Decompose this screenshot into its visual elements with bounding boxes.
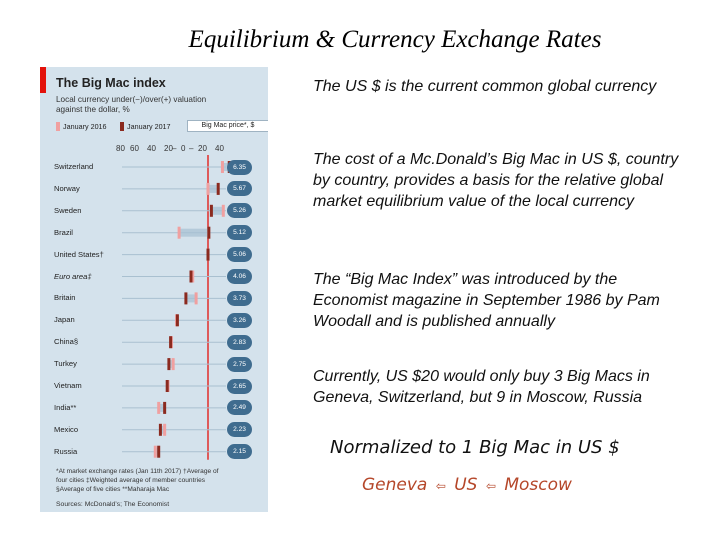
change-band <box>222 163 230 171</box>
marker-2016 <box>206 182 210 195</box>
country-label: Mexico <box>54 424 79 434</box>
marker-2017 <box>175 314 179 327</box>
axis-tick-label: 20 <box>198 144 207 153</box>
marker-2017 <box>209 204 213 217</box>
geneva-us-moscow: Geneva ⇦ US ⇦ Moscow <box>362 475 572 495</box>
paragraph-index-origin: The “Big Mac Index” was introduced by th… <box>313 271 660 330</box>
marker-2017 <box>165 380 169 392</box>
marker-2017 <box>206 248 210 261</box>
marker-2016 <box>153 445 157 458</box>
marker-2016 <box>194 292 198 305</box>
marker-2016 <box>221 204 225 217</box>
country-label: Euro area‡ <box>54 271 92 281</box>
legend-2016-label: January 2016 <box>63 122 107 131</box>
country-label: Switzerland <box>54 162 94 171</box>
country-label: United States† <box>54 249 104 259</box>
arrow-icon: ⇦ <box>485 479 496 493</box>
axis-tick-label: – <box>172 144 177 153</box>
axis-tick-label: 40 <box>147 144 156 153</box>
swatch-2016-icon <box>56 122 60 131</box>
axis-tick-label: 0 <box>181 144 186 153</box>
paragraph-currently: Currently, US $20 would only buy 3 Big M… <box>313 368 650 406</box>
axis-tick-label: 40 <box>215 144 224 153</box>
legend-2016: January 2016 <box>56 122 107 131</box>
normalized-heading: Normalized to 1 Big Mac in US $ <box>330 437 620 458</box>
country-label: Turkey <box>54 359 77 369</box>
marker-2016 <box>171 358 175 371</box>
accent-bar <box>40 67 46 93</box>
marker-2017 <box>167 358 171 371</box>
price-badge: 2.83 <box>227 334 252 350</box>
change-band <box>168 360 174 369</box>
subtitle-line2: against the dollar, % <box>56 105 130 114</box>
country-label: Russia <box>54 446 78 456</box>
change-band <box>211 206 224 215</box>
price-badge: 5.26 <box>227 203 252 219</box>
compare-us: US <box>454 475 478 495</box>
country-label: China§ <box>54 337 79 347</box>
country-label: Japan <box>54 315 75 325</box>
paragraph-big-mac-cost: The cost of a Mc.Donald’s Big Mac in US … <box>313 151 679 210</box>
axis-tick-label: 60 <box>130 144 139 153</box>
price-badge: 3.73 <box>227 290 252 306</box>
marker-2017 <box>184 292 188 305</box>
price-badge: 2.75 <box>227 356 252 372</box>
sources: Sources: McDonald’s; The Economist <box>56 501 170 508</box>
marker-2017 <box>157 445 161 458</box>
price-badge: 3.26 <box>227 312 252 328</box>
axis-tick-label: 20 <box>164 144 173 153</box>
axis-tick-label: – <box>189 144 194 153</box>
compare-moscow: Moscow <box>504 475 572 495</box>
change-band <box>185 294 197 303</box>
country-label: Norway <box>54 183 80 193</box>
axis-tick-label: 80 <box>116 144 125 153</box>
arrow-icon: ⇦ <box>435 479 446 493</box>
country-label: India** <box>54 402 77 412</box>
marker-2016 <box>177 226 181 239</box>
marker-2017 <box>158 423 162 436</box>
country-label: Britain <box>54 293 76 303</box>
marker-2016 <box>157 401 161 414</box>
slide-title: Equilibrium & Currency Exchange Rates <box>188 26 602 53</box>
price-badge: 4.06 <box>227 269 252 284</box>
swatch-2017-icon <box>120 122 124 131</box>
marker-2017 <box>163 401 167 414</box>
change-band <box>155 447 159 456</box>
marker-2017 <box>189 270 193 283</box>
marker-2017 <box>207 226 211 239</box>
big-mac-infographic: The Big Mac index Local currency under(−… <box>40 67 268 512</box>
price-badge: 2.15 <box>227 444 252 460</box>
change-band <box>158 403 165 412</box>
price-badge: 6.35 <box>227 159 252 175</box>
marker-2016 <box>220 161 224 173</box>
price-badge: 5.06 <box>227 247 252 263</box>
legend-2017: January 2017 <box>120 122 171 131</box>
marker-2017 <box>169 336 173 349</box>
valuation-chart: 80 60 40 20–0–20 40 <box>116 144 231 460</box>
price-badge: 2.65 <box>227 378 252 394</box>
footnote-2: four cities ‡Weighted average of member … <box>56 477 206 484</box>
change-band <box>208 184 219 193</box>
price-badge: 5.12 <box>227 225 252 241</box>
marker-2016 <box>163 423 167 436</box>
country-label: Sweden <box>54 205 82 215</box>
price-badge: 2.23 <box>227 422 252 438</box>
price-key: Big Mac price*, $ <box>187 120 268 132</box>
marker-2016 <box>191 270 195 283</box>
paragraph-common-currency: The US $ is the current common global cu… <box>313 78 657 95</box>
change-band <box>179 228 209 237</box>
change-band <box>160 425 165 434</box>
marker-2017 <box>216 182 220 195</box>
legend-2017-label: January 2017 <box>127 122 171 131</box>
price-badge: 5.67 <box>227 181 252 197</box>
price-badge: 2.49 <box>227 400 252 416</box>
compare-geneva: Geneva <box>362 475 428 495</box>
footnote-1: *At market exchange rates (Jan 11th 2017… <box>56 468 219 475</box>
infographic-subtitle: Local currency under(−)/over(+) valuatio… <box>56 95 261 115</box>
infographic-title: The Big Mac index <box>56 76 166 90</box>
footnote-3: §Average of five cities **Maharaja Mac <box>56 486 170 493</box>
subtitle-line1: Local currency under(−)/over(+) valuatio… <box>56 95 207 104</box>
country-label: Brazil <box>54 227 73 237</box>
country-label: Vietnam <box>54 381 82 390</box>
